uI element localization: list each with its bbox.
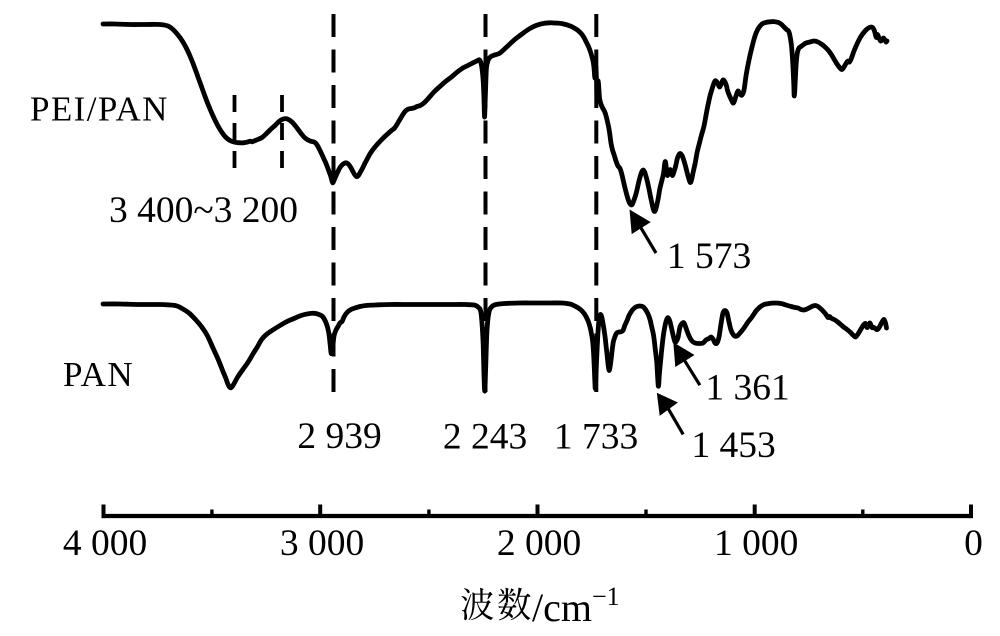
svg-text:1 733: 1 733 <box>554 417 638 458</box>
svg-text:2 243: 2 243 <box>443 417 527 458</box>
svg-text:1 361: 1 361 <box>705 368 789 409</box>
svg-text:2 939: 2 939 <box>297 416 381 457</box>
svg-text:−1: −1 <box>592 582 620 611</box>
svg-text:3 400~3 200: 3 400~3 200 <box>109 190 298 231</box>
svg-text:PAN: PAN <box>63 355 134 394</box>
svg-text:1 453: 1 453 <box>691 425 775 466</box>
svg-text:1 573: 1 573 <box>667 236 751 277</box>
svg-text:4 000: 4 000 <box>63 523 147 564</box>
svg-text:3 000: 3 000 <box>280 523 364 564</box>
svg-text:/cm: /cm <box>532 585 592 630</box>
svg-text:1 000: 1 000 <box>714 523 798 564</box>
svg-text:0: 0 <box>964 523 983 564</box>
svg-text:PEI/PAN: PEI/PAN <box>30 89 169 128</box>
svg-text:2 000: 2 000 <box>497 523 581 564</box>
